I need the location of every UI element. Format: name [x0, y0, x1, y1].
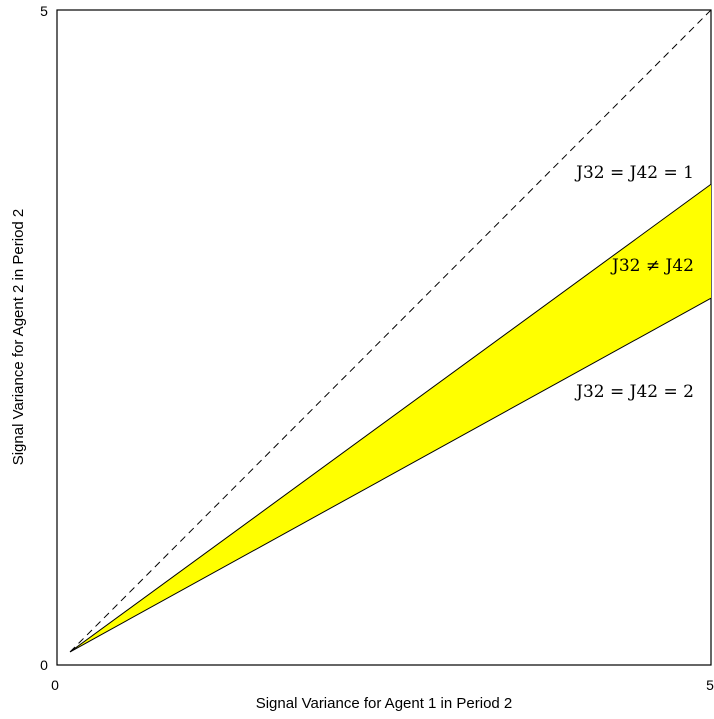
x-axis-label: Signal Variance for Agent 1 in Period 2 — [256, 695, 513, 712]
annotation-top: J32 = J42 = 1 — [574, 163, 694, 183]
y-tick-max: 5 — [40, 3, 48, 19]
series-line-2 — [69, 297, 712, 653]
x-tick-max: 5 — [706, 677, 714, 693]
plot-layer — [69, 9, 712, 653]
plot-frame — [56, 9, 712, 666]
y-tick-min: 0 — [40, 657, 48, 673]
x-tick-min: 0 — [51, 677, 59, 693]
annotation-bot: J32 = J42 = 2 — [574, 382, 694, 402]
annotation-mid: J32 ≠ J42 — [610, 256, 694, 276]
annotation-layer: J32 = J42 = 1 J32 ≠ J42 J32 = J42 = 2 — [574, 163, 694, 402]
y-axis-label: Signal Variance for Agent 2 in Period 2 — [10, 209, 27, 466]
series-line-1 — [69, 183, 712, 653]
